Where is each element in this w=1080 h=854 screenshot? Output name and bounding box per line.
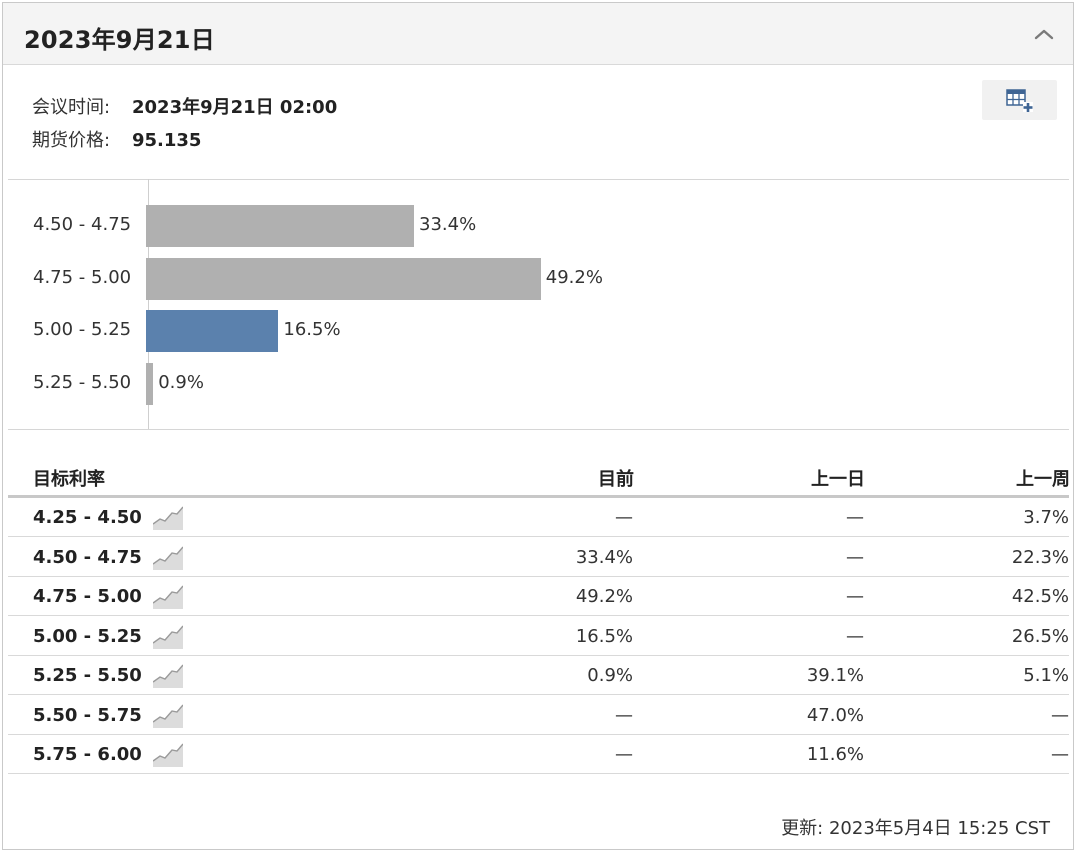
prev-day-cell: 39.1%	[806, 665, 864, 686]
chart-bottom-divider	[8, 429, 1069, 430]
chart-category-label: 4.50 - 4.75	[33, 214, 132, 235]
meeting-time-label: 会议时间:	[32, 97, 111, 118]
chart-axis	[148, 179, 149, 430]
prev-day-cell: —	[846, 586, 864, 607]
meeting-time: 会议时间: 2023年9月21日 02:00	[32, 93, 337, 119]
current-cell: 49.2%	[575, 586, 633, 607]
chart-value-label: 0.9%	[158, 372, 204, 393]
collapse-toggle[interactable]	[1027, 17, 1061, 51]
chart-row: 5.25 - 5.50 0.9%	[0, 363, 1070, 405]
table-row: 5.25 - 5.50 0.9% 39.1% 5.1%	[8, 656, 1069, 695]
prev-day-cell: —	[846, 507, 864, 528]
prev-week-cell: —	[1051, 704, 1069, 726]
table-row: 4.75 - 5.00 49.2% — 42.5%	[8, 577, 1069, 616]
column-header-current[interactable]: 目前	[598, 469, 634, 490]
chart-row: 4.50 - 4.75 33.4%	[0, 205, 1070, 247]
chart-row: 5.00 - 5.25 16.5%	[0, 310, 1070, 352]
last-updated: 更新: 2023年5月4日 15:25 CST	[781, 818, 1050, 839]
target-rate-cell: 5.00 - 5.25	[33, 625, 142, 647]
sparkline-chart-icon[interactable]	[152, 582, 184, 610]
chart-row: 4.75 - 5.00 49.2%	[0, 258, 1070, 300]
table-header-divider	[8, 495, 1069, 498]
column-header-target-rate[interactable]: 目标利率	[33, 469, 105, 490]
panel-header: 2023年9月21日	[3, 3, 1073, 65]
current-cell: 33.4%	[575, 546, 633, 568]
target-rate-cell: 4.25 - 4.50	[33, 507, 142, 528]
current-cell: —	[615, 744, 633, 765]
target-rate-cell: 4.50 - 4.75	[33, 546, 142, 568]
sparkline-chart-icon[interactable]	[152, 622, 184, 650]
target-rate-cell: 5.50 - 5.75	[33, 704, 142, 726]
current-cell: 0.9%	[587, 665, 633, 686]
target-rate-cell: 5.75 - 6.00	[33, 744, 142, 765]
sparkline-chart-icon[interactable]	[152, 740, 184, 768]
chart-top-divider	[8, 179, 1069, 180]
futures-price: 期货价格: 95.135	[32, 126, 201, 152]
prev-week-cell: 3.7%	[1023, 507, 1069, 528]
export-table-button[interactable]	[982, 80, 1057, 120]
sparkline-chart-icon[interactable]	[152, 503, 184, 531]
prev-day-cell: —	[846, 625, 864, 647]
column-header-prev-week[interactable]: 上一周	[1016, 469, 1070, 490]
chart-value-label: 16.5%	[283, 319, 341, 340]
prev-week-cell: 42.5%	[1011, 586, 1069, 607]
chart-category-label: 4.75 - 5.00	[33, 267, 132, 288]
table-row: 5.75 - 6.00 — 11.6% —	[8, 735, 1069, 774]
chart-bar	[146, 205, 414, 247]
meeting-time-value: 2023年9月21日 02:00	[132, 97, 338, 118]
current-cell: —	[615, 507, 633, 528]
table-row: 4.50 - 4.75 33.4% — 22.3%	[8, 538, 1069, 577]
target-rate-cell: 5.25 - 5.50	[33, 665, 142, 686]
sparkline-chart-icon[interactable]	[152, 701, 184, 729]
chart-bar	[146, 258, 541, 300]
prev-day-cell: 11.6%	[806, 744, 864, 765]
chart-bar	[146, 310, 279, 352]
chart-category-label: 5.00 - 5.25	[33, 319, 132, 340]
table-row: 5.00 - 5.25 16.5% — 26.5%	[8, 617, 1069, 656]
prev-week-cell: —	[1051, 744, 1069, 765]
chart-value-label: 33.4%	[419, 214, 477, 235]
chart-bar	[146, 363, 154, 405]
target-rate-cell: 4.75 - 5.00	[33, 586, 142, 607]
current-cell: —	[615, 704, 633, 726]
chart-value-label: 49.2%	[545, 267, 603, 288]
prev-day-cell: 47.0%	[806, 704, 864, 726]
table-row: 4.25 - 4.50 — — 3.7%	[8, 498, 1069, 537]
futures-price-label: 期货价格:	[32, 130, 111, 151]
sparkline-chart-icon[interactable]	[152, 661, 184, 689]
chevron-up-icon	[1034, 29, 1054, 40]
prev-week-cell: 26.5%	[1011, 625, 1069, 647]
table-row: 5.50 - 5.75 — 47.0% —	[8, 696, 1069, 735]
panel-title: 2023年9月21日	[24, 26, 215, 54]
prev-week-cell: 22.3%	[1011, 546, 1069, 568]
futures-price-value: 95.135	[132, 130, 202, 151]
sparkline-chart-icon[interactable]	[152, 543, 184, 571]
column-header-prev-day[interactable]: 上一日	[811, 469, 865, 490]
prev-week-cell: 5.1%	[1023, 665, 1069, 686]
chart-category-label: 5.25 - 5.50	[33, 372, 132, 393]
table-add-icon	[1005, 89, 1033, 112]
current-cell: 16.5%	[575, 625, 633, 647]
prev-day-cell: —	[846, 546, 864, 568]
